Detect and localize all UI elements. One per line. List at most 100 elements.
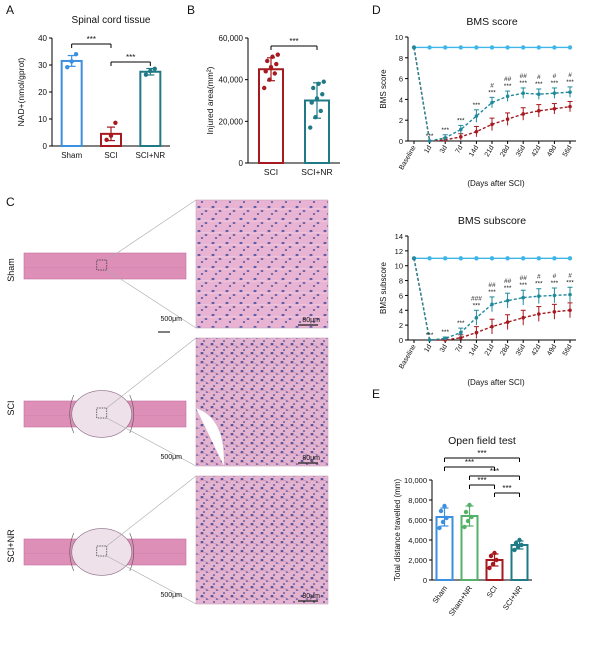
data-point	[270, 54, 275, 59]
zoom-guide-line	[106, 475, 197, 547]
series-point	[474, 315, 479, 320]
lesion-area	[71, 528, 133, 576]
stars-annotation: ***	[426, 133, 434, 140]
y-tick-label: 60,000	[219, 34, 244, 43]
data-point	[438, 508, 444, 514]
series-point	[459, 135, 463, 139]
series-point	[537, 294, 541, 298]
series-point	[505, 45, 510, 50]
x-tick-label: 35d	[515, 144, 527, 158]
chart-title: Open field test	[448, 435, 516, 447]
x-axis-label: (Days after SCI)	[467, 179, 525, 188]
series-point	[537, 92, 541, 96]
y-tick-label: 0	[239, 159, 244, 168]
data-point	[462, 524, 467, 530]
hash-annotation: ##	[520, 73, 528, 80]
series-point	[459, 330, 463, 335]
series-point	[505, 94, 510, 99]
lesion-border	[69, 532, 75, 572]
y-tick-label: 8,000	[408, 496, 427, 505]
x-tick-label: 49d	[546, 144, 558, 158]
scale-label-overview: 500μm	[160, 454, 182, 461]
x-tick-label: 42d	[531, 343, 543, 357]
stars-annotation: ***	[457, 117, 465, 124]
data-point	[104, 137, 109, 142]
series-point	[412, 256, 416, 261]
zoom-guide-line	[106, 417, 197, 467]
panel-letter-b: B	[187, 3, 195, 17]
data-point	[113, 120, 118, 125]
data-point	[316, 81, 321, 87]
series-point	[568, 104, 572, 109]
series-point	[474, 45, 479, 50]
zoom-guide-line	[106, 199, 197, 261]
series-point	[521, 256, 526, 261]
zoom-guide-line	[106, 555, 197, 605]
panel-letter-a: A	[6, 3, 14, 17]
series-point	[443, 336, 448, 341]
scale-label-detail: 80μm	[302, 317, 320, 324]
roi-box	[96, 259, 108, 271]
stars-annotation: ***	[519, 282, 527, 289]
data-point	[465, 518, 471, 524]
x-tick-label: 7d	[455, 144, 465, 154]
hash-annotation: #	[537, 274, 541, 281]
stars-annotation: ***	[566, 279, 574, 286]
stars-annotation: ***	[519, 80, 527, 87]
stars-annotation: ***	[535, 81, 543, 88]
series-point	[427, 45, 432, 50]
chart-b-injured-area: 0 20,000 40,000 60,000 Injured area(mm²) SCI S…	[205, 34, 340, 177]
y-tick-label: 0	[399, 336, 403, 345]
stars-annotation: ***	[426, 332, 434, 339]
data-point	[309, 100, 314, 105]
data-point	[517, 537, 522, 543]
chart-d-bms-score: 0 2 4 6 8 10 Baseline 1d 3d 7d 14d 21d 28d 35d 42d 49d 5…	[379, 16, 576, 188]
x-tick-label: 56d	[562, 144, 574, 158]
series-point	[458, 256, 463, 261]
x-tick-label: Baseline	[398, 144, 418, 171]
data-point	[314, 96, 320, 101]
series-point	[568, 308, 572, 313]
stars-annotation: ***	[473, 102, 481, 109]
data-point	[262, 85, 267, 91]
magnified-histology	[195, 475, 329, 605]
data-point	[143, 72, 149, 77]
series-point	[552, 45, 557, 50]
data-point	[320, 92, 325, 97]
y-axis-label: NAD+(nmol/gprot)	[16, 57, 26, 126]
data-point	[272, 71, 277, 76]
y-tick-label: 40	[38, 34, 47, 43]
sig-bracket-label: ***	[502, 484, 511, 493]
y-tick-label: 0	[43, 142, 48, 151]
x-tick-label: SCI	[264, 167, 278, 177]
stars-annotation: ***	[504, 285, 512, 292]
x-tick-label: 1d	[423, 343, 433, 353]
data-point	[519, 542, 524, 548]
x-tick-label: 56d	[562, 343, 574, 357]
y-tick-label: 8	[399, 54, 403, 63]
data-point	[311, 85, 316, 91]
data-point	[274, 61, 279, 67]
series-point	[521, 295, 525, 300]
lesion-border	[129, 532, 135, 572]
data-point	[318, 108, 323, 114]
series-point	[490, 302, 494, 307]
x-tick-label: 3d	[439, 144, 449, 154]
x-tick-label: 21d	[484, 144, 496, 158]
bar-scinr	[139, 70, 162, 147]
x-tick-label: Baseline	[398, 343, 418, 370]
y-tick-label: 10	[38, 115, 47, 124]
data-point	[265, 58, 270, 64]
x-tick-label: 35d	[515, 343, 527, 357]
x-axis-label: (Days after SCI)	[467, 378, 525, 387]
y-tick-label: 2,000	[408, 556, 427, 565]
chart-title: Spinal cord tissue	[72, 15, 151, 26]
data-point	[488, 553, 494, 559]
hash-annotation: ##	[520, 275, 528, 282]
data-point	[65, 64, 70, 70]
y-tick-label: 0	[399, 137, 403, 146]
x-tick-label: 28d	[499, 144, 511, 158]
bar-sci	[258, 68, 284, 164]
scale-label-overview: 500μm	[160, 316, 182, 323]
chart-e-open-field: 0 2,000 4,000 6,000 8,000 10,000 Open field te…	[393, 435, 532, 618]
